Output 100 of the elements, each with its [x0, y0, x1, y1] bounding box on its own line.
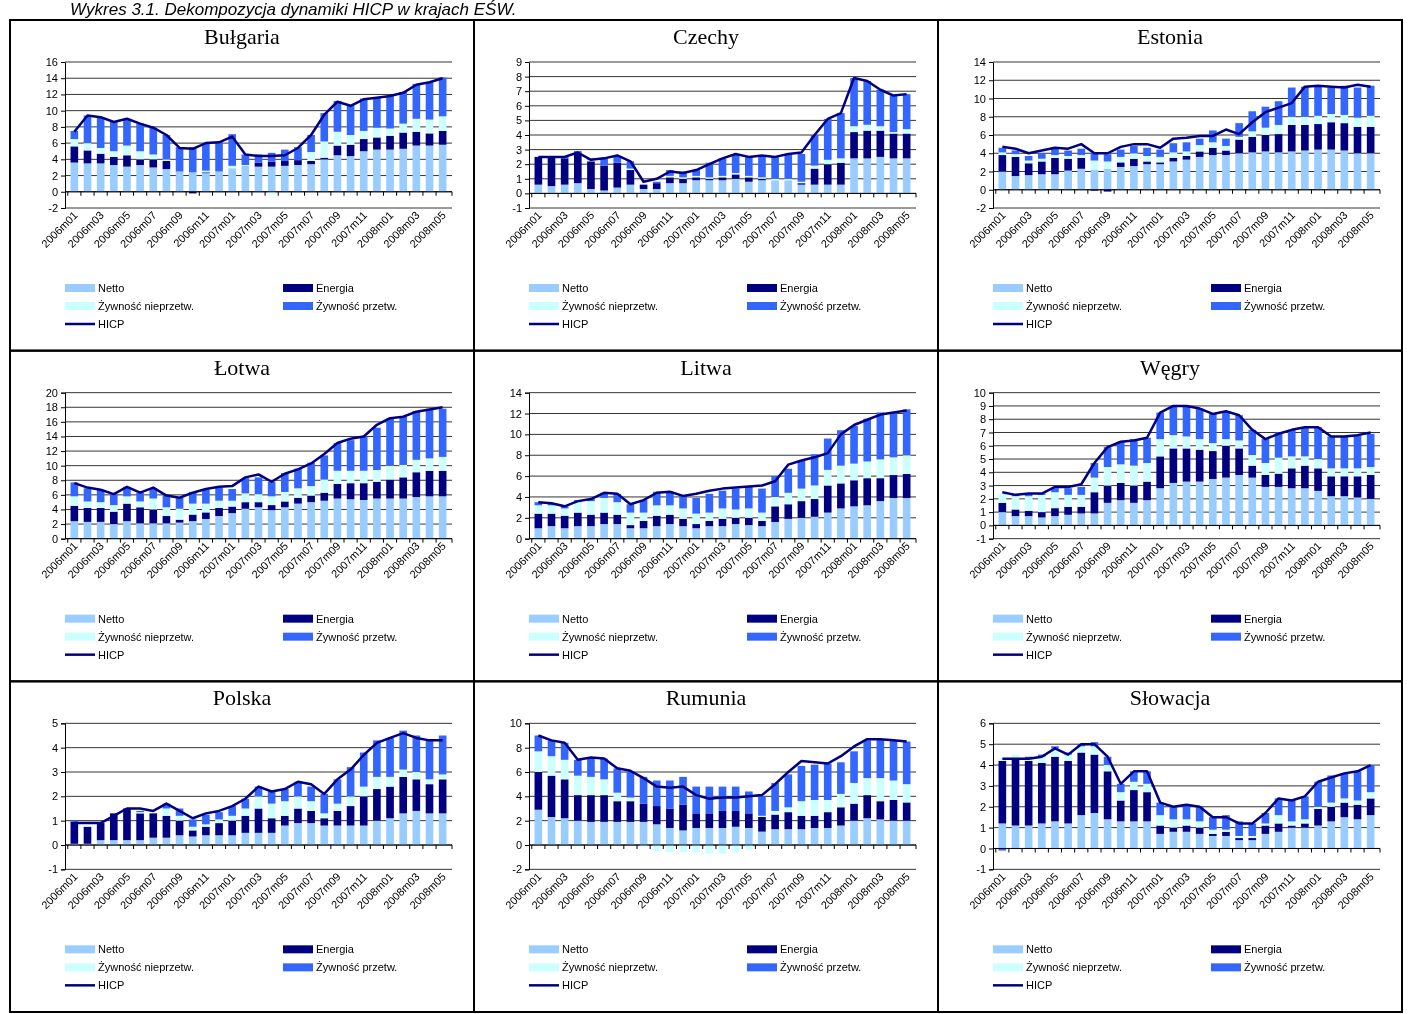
- y-tick-label: 0: [51, 532, 58, 545]
- legend-label: Żywność przetw.: [780, 630, 862, 643]
- legend-label: Energia: [780, 943, 819, 956]
- legend-label: Żywność nieprzetw.: [562, 961, 658, 974]
- y-tick-label: 10: [509, 428, 522, 441]
- y-tick-label: 18: [45, 401, 58, 414]
- chart-title: Węgry: [1140, 354, 1200, 380]
- y-tick-label: 3: [51, 766, 58, 779]
- y-tick-label: 12: [509, 407, 522, 420]
- y-tick-label: 4: [979, 759, 986, 772]
- y-tick-label: 16: [45, 56, 58, 69]
- y-tick-label: 10: [973, 386, 986, 399]
- legend-label: Energia: [1244, 282, 1283, 294]
- legend-label: Żywność nieprzetw.: [1026, 961, 1122, 974]
- legend-label: Żywność przetw.: [780, 300, 862, 312]
- chart-title: Łotwa: [213, 354, 271, 380]
- y-tick-label: 8: [51, 474, 58, 487]
- legend-label: HICP: [1026, 318, 1053, 330]
- legend-label: Energia: [316, 282, 355, 294]
- legend-label: HICP: [562, 979, 589, 992]
- y-tick-label: 14: [973, 56, 986, 69]
- legend-label: HICP: [562, 318, 589, 330]
- y-tick-label: 14: [45, 72, 58, 85]
- y-tick-label: 8: [979, 110, 986, 123]
- y-tick-label: 2: [51, 790, 58, 803]
- legend-label: HICP: [98, 648, 125, 661]
- y-tick-label: 3: [515, 143, 522, 156]
- chart-title: Polska: [212, 685, 272, 711]
- y-tick-label: 1: [515, 172, 522, 185]
- y-tick-label: 6: [979, 129, 986, 142]
- legend-label: Netto: [1026, 943, 1053, 956]
- y-tick-label: 6: [515, 470, 522, 483]
- legend-label: Netto: [98, 612, 125, 625]
- y-tick-label: 6: [51, 137, 58, 150]
- y-tick-label: 1: [979, 821, 986, 834]
- y-tick-label: 6: [51, 488, 58, 501]
- y-tick-label: 0: [979, 519, 986, 532]
- y-tick-label: 3: [979, 779, 986, 792]
- y-tick-label: -1: [512, 202, 522, 215]
- y-tick-label: 2: [515, 814, 522, 827]
- legend-label: Żywność przetw.: [1244, 961, 1326, 974]
- y-tick-label: -1: [976, 863, 986, 876]
- y-tick-label: 0: [515, 187, 522, 200]
- legend-label: HICP: [98, 318, 125, 330]
- y-tick-label: 1: [979, 506, 986, 519]
- legend-label: HICP: [98, 979, 125, 992]
- chart-title: Estonia: [1137, 24, 1204, 49]
- legend-label: Żywność przetw.: [1244, 630, 1326, 643]
- y-tick-label: 0: [51, 839, 58, 852]
- y-tick-label: -2: [48, 202, 58, 215]
- y-tick-label: 0: [979, 842, 986, 855]
- legend-label: Żywność nieprzetw.: [562, 300, 658, 312]
- y-tick-label: 2: [979, 492, 986, 505]
- legend-label: Żywność przetw.: [780, 961, 862, 974]
- legend-label: Żywność przetw.: [316, 961, 398, 974]
- y-tick-label: 0: [979, 183, 986, 196]
- y-tick-label: 8: [515, 741, 522, 754]
- y-tick-label: 6: [979, 717, 986, 730]
- legend-label: Żywność nieprzetw.: [1026, 300, 1122, 312]
- chart-title: Czechy: [673, 24, 739, 49]
- y-tick-label: -2: [512, 863, 522, 876]
- legend-label: Netto: [1026, 282, 1053, 294]
- y-tick-label: 12: [45, 445, 58, 458]
- y-tick-label: 4: [51, 503, 58, 516]
- legend-label: Żywność przetw.: [316, 300, 398, 312]
- y-tick-label: 8: [51, 120, 58, 133]
- y-tick-label: 4: [979, 147, 986, 160]
- legend-label: Netto: [562, 282, 589, 294]
- legend-label: HICP: [1026, 979, 1053, 992]
- y-tick-label: 5: [51, 717, 58, 730]
- text: Wykres 3.1. Dekompozycja dynamiki HICP w krajach EŚW.: [70, 0, 517, 19]
- y-tick-label: 16: [45, 415, 58, 428]
- y-tick-label: 2: [515, 511, 522, 524]
- y-tick-label: 2: [51, 518, 58, 531]
- y-tick-label: 14: [45, 430, 58, 443]
- y-tick-label: 14: [509, 386, 522, 399]
- legend-label: Energia: [1244, 612, 1283, 625]
- y-tick-label: 0: [51, 185, 58, 198]
- y-tick-label: 6: [979, 439, 986, 452]
- legend-label: Żywność przetw.: [1244, 300, 1326, 312]
- legend-label: Żywność nieprzetw.: [98, 630, 194, 643]
- y-tick-label: 10: [509, 717, 522, 730]
- legend-label: Energia: [780, 282, 819, 294]
- y-tick-label: 8: [515, 70, 522, 83]
- y-tick-label: 2: [51, 169, 58, 182]
- y-tick-label: 2: [979, 165, 986, 178]
- y-tick-label: 8: [515, 449, 522, 462]
- y-tick-label: 0: [515, 839, 522, 852]
- legend-label: Żywność przetw.: [316, 630, 398, 643]
- y-tick-label: 8: [979, 413, 986, 426]
- y-tick-label: 4: [515, 129, 522, 142]
- legend-label: Netto: [98, 282, 125, 294]
- y-tick-label: 12: [45, 88, 58, 101]
- y-tick-label: 5: [979, 453, 986, 466]
- y-tick-label: 5: [979, 738, 986, 751]
- y-tick-label: 10: [45, 104, 58, 117]
- y-tick-label: 7: [979, 426, 986, 439]
- chart-title: Bułgaria: [204, 24, 281, 49]
- y-tick-label: 0: [515, 532, 522, 545]
- y-tick-label: -1: [976, 532, 986, 545]
